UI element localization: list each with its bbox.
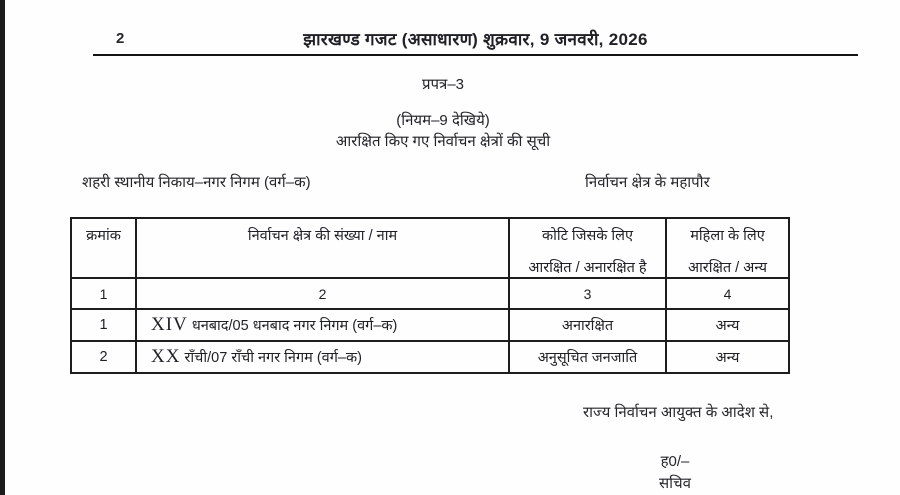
list-title: आरक्षित किए गए निर्वाचन क्षेत्रों की सूच… <box>335 133 551 150</box>
constituency-name-text: राँची/07 राँची नगर निगम (वर्ग–क) <box>184 350 362 366</box>
table-header-row: क्रमांक निर्वाचन क्षेत्र की संख्या / नाम… <box>70 217 790 279</box>
row-constituency-name: XIV धनबाद/05 धनबाद नगर निगम (वर्ग–क) <box>135 308 510 342</box>
header-reservation-category: कोटि जिसके लिए आरक्षित / अनारक्षित है <box>508 217 667 279</box>
row-reservation-category: अनारक्षित <box>508 308 667 342</box>
header-divider <box>93 54 858 56</box>
scan-edge-artifact <box>0 0 5 495</box>
row-serial-number: 1 <box>70 308 137 342</box>
gazette-header-title: झारखण्ड गजट (असाधारण) शुक्रवार, 9 जनवरी,… <box>303 30 648 49</box>
urban-body-type-label: शहरी स्थानीय निकाय–नगर निगम (वर्ग–क) <box>82 174 311 191</box>
header-women-reservation: महिला के लिए आरक्षित / अन्य <box>665 217 790 279</box>
rule-reference: (नियम–9 देखिये) <box>396 112 490 129</box>
table-row: 1 XIV धनबाद/05 धनबाद नगर निगम (वर्ग–क) अ… <box>70 308 790 342</box>
column-number-4: 4 <box>665 277 790 310</box>
signature-mark: ह0/– <box>660 453 690 470</box>
constituency-mayor-label: निर्वाचन क्षेत्र के महापौर <box>585 174 710 191</box>
form-label: प्रपत्र–3 <box>421 76 465 93</box>
row-constituency-name: XX राँची/07 राँची नगर निगम (वर्ग–क) <box>135 340 510 374</box>
order-by-text: राज्य निर्वाचन आयुक्त के आदेश से, <box>583 404 774 421</box>
row-serial-number: 2 <box>70 340 137 374</box>
header-category-line1: कोटि जिसके लिए <box>541 228 634 244</box>
header-women-line1: महिला के लिए <box>690 228 765 244</box>
header-serial-number: क्रमांक <box>70 217 137 279</box>
column-number-3: 3 <box>508 277 667 310</box>
constituency-roman-numeral: XX <box>151 346 181 367</box>
signatory-designation: सचिव <box>659 475 691 492</box>
page-number: 2 <box>116 30 125 47</box>
header-category-line2: आरक्षित / अनारक्षित है <box>528 260 647 276</box>
reserved-constituencies-table: क्रमांक निर्वाचन क्षेत्र की संख्या / नाम… <box>70 217 790 374</box>
table-row: 2 XX राँची/07 राँची नगर निगम (वर्ग–क) अन… <box>70 340 790 374</box>
column-number-1: 1 <box>70 277 137 310</box>
column-number-row: 1 2 3 4 <box>70 277 790 310</box>
header-women-line2: आरक्षित / अन्य <box>687 260 768 276</box>
row-women-reservation: अन्य <box>665 340 790 374</box>
constituency-roman-numeral: XIV <box>151 314 188 335</box>
row-women-reservation: अन्य <box>665 308 790 342</box>
column-number-2: 2 <box>135 277 510 310</box>
constituency-name-text: धनबाद/05 धनबाद नगर निगम (वर्ग–क) <box>191 318 398 334</box>
row-reservation-category: अनुसूचित जनजाति <box>508 340 667 374</box>
header-constituency-name: निर्वाचन क्षेत्र की संख्या / नाम <box>135 217 510 279</box>
